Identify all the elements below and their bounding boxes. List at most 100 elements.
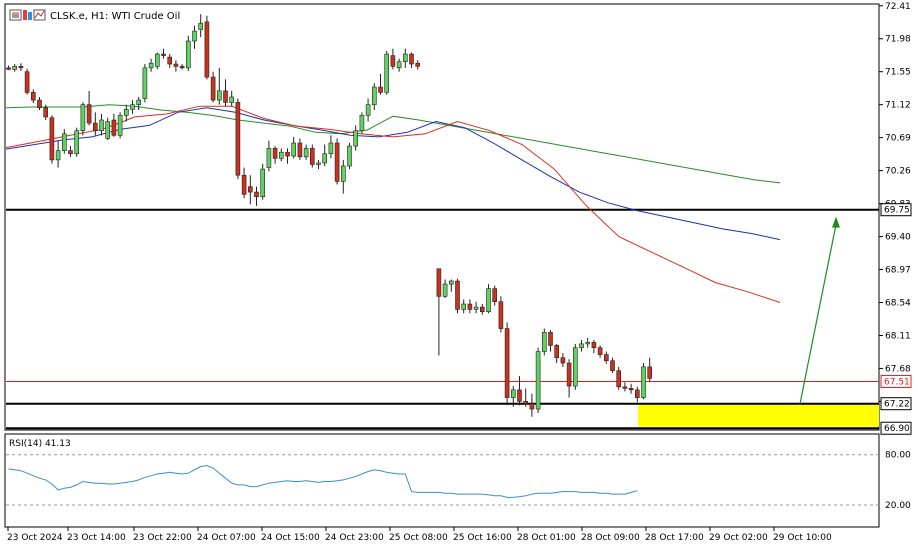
candle xyxy=(371,83,377,111)
bear-candle-body xyxy=(235,102,241,176)
candle xyxy=(130,100,135,114)
moving-average-green xyxy=(5,104,781,184)
candle xyxy=(597,345,603,358)
candle xyxy=(80,102,86,136)
candle xyxy=(155,52,160,70)
bull-candle-body xyxy=(486,288,491,312)
bear-candle-body xyxy=(210,76,216,101)
moving-average-blue xyxy=(5,107,781,241)
bear-candle-body xyxy=(554,345,560,358)
candle xyxy=(517,376,522,406)
bear-candle-body xyxy=(479,306,485,312)
bull-candle-body xyxy=(155,53,160,67)
time-tick-label: 23 Oct 22:00 xyxy=(133,533,192,543)
bull-candle-body xyxy=(359,115,365,132)
bull-candle-body xyxy=(303,148,309,158)
candle xyxy=(448,279,454,292)
bear-candle-body xyxy=(43,107,49,118)
time-tick-label: 24 Oct 07:00 xyxy=(197,533,256,543)
bull-candle-body xyxy=(130,104,135,110)
bull-candle-body xyxy=(74,130,79,155)
candle xyxy=(49,115,55,164)
candle xyxy=(148,58,154,72)
bull-candle-body xyxy=(148,62,154,69)
bull-candle-body xyxy=(105,121,110,139)
price-tag-label: 67.51 xyxy=(884,377,910,387)
bull-candle-body xyxy=(473,306,479,310)
candle xyxy=(548,330,553,352)
candle xyxy=(560,353,566,367)
price-tick-label: 71.98 xyxy=(885,35,911,45)
price-axis: 72.4171.9871.5571.1270.6970.2669.8369.40… xyxy=(879,2,912,435)
rsi-label: RSI(14) 41.13 xyxy=(9,439,71,449)
bull-candle-body xyxy=(353,130,359,147)
bull-candle-body xyxy=(291,142,297,157)
bear-candle-body xyxy=(223,90,228,103)
candle xyxy=(229,90,234,107)
moving-average-red xyxy=(5,105,781,303)
bull-candle-body xyxy=(117,115,123,136)
candle xyxy=(628,383,634,394)
rsi-pane[interactable]: RSI(14) 41.13 80.00 20.00 xyxy=(4,433,911,528)
candle xyxy=(498,296,504,333)
candle xyxy=(297,138,303,160)
bars-icon[interactable] xyxy=(9,9,22,21)
rsi-pane-frame xyxy=(4,433,880,528)
candle xyxy=(316,159,321,170)
candle xyxy=(248,175,253,205)
candle xyxy=(55,140,61,168)
candles-icon[interactable] xyxy=(23,10,32,20)
bear-candle-body xyxy=(173,63,179,67)
bear-candle-body xyxy=(6,67,11,70)
chart-title: CLSK.e, H1: WTI Crude Oil xyxy=(50,11,180,22)
time-tick-label: 29 Oct 10:00 xyxy=(773,533,832,543)
price-pane[interactable] xyxy=(4,3,880,431)
price-tag-box xyxy=(880,203,912,217)
time-tick-label: 25 Oct 08:00 xyxy=(389,533,448,543)
candle xyxy=(365,98,371,122)
candle xyxy=(378,74,383,95)
candle xyxy=(486,284,491,314)
bull-candle-body xyxy=(80,104,86,132)
price-tick-label: 70.69 xyxy=(885,134,911,144)
line-icon[interactable] xyxy=(33,9,46,21)
bull-candle-body xyxy=(99,119,104,132)
bear-candle-body xyxy=(610,360,615,372)
candle xyxy=(204,15,210,80)
bull-candle-body xyxy=(198,23,203,30)
bear-candle-body xyxy=(597,347,603,355)
price-tick-label: 68.97 xyxy=(885,266,911,276)
price-tag-label: 67.22 xyxy=(884,400,910,410)
price-tick-label: 72.41 xyxy=(885,2,911,12)
candle xyxy=(217,67,222,105)
bear-candle-body xyxy=(415,62,421,67)
candle xyxy=(510,386,516,407)
candle xyxy=(402,48,408,68)
candle xyxy=(622,382,628,392)
bear-candle-body xyxy=(517,389,522,402)
price-tick-label: 67.68 xyxy=(885,364,911,374)
time-tick-label: 23 Oct 2024 xyxy=(7,533,63,543)
candle xyxy=(309,144,315,168)
candle xyxy=(124,104,129,122)
candle xyxy=(579,340,584,352)
candle xyxy=(340,159,346,194)
candle xyxy=(285,148,290,164)
bear-candle-body xyxy=(628,388,634,391)
bear-candle-body xyxy=(492,288,498,303)
candle xyxy=(328,135,334,159)
candle xyxy=(442,279,448,298)
candle xyxy=(198,14,203,38)
candle xyxy=(241,167,247,199)
bull-candle-body xyxy=(229,96,234,103)
bull-candle-body xyxy=(260,168,266,197)
candle xyxy=(455,278,460,314)
bull-candle-body xyxy=(585,342,591,345)
candle xyxy=(504,322,510,406)
rsi-level-label: 20.00 xyxy=(885,501,911,511)
candle xyxy=(278,148,284,162)
candle xyxy=(142,64,148,103)
bull-candle-body xyxy=(124,108,129,116)
candle xyxy=(535,347,541,413)
bear-candle-body xyxy=(504,328,510,398)
